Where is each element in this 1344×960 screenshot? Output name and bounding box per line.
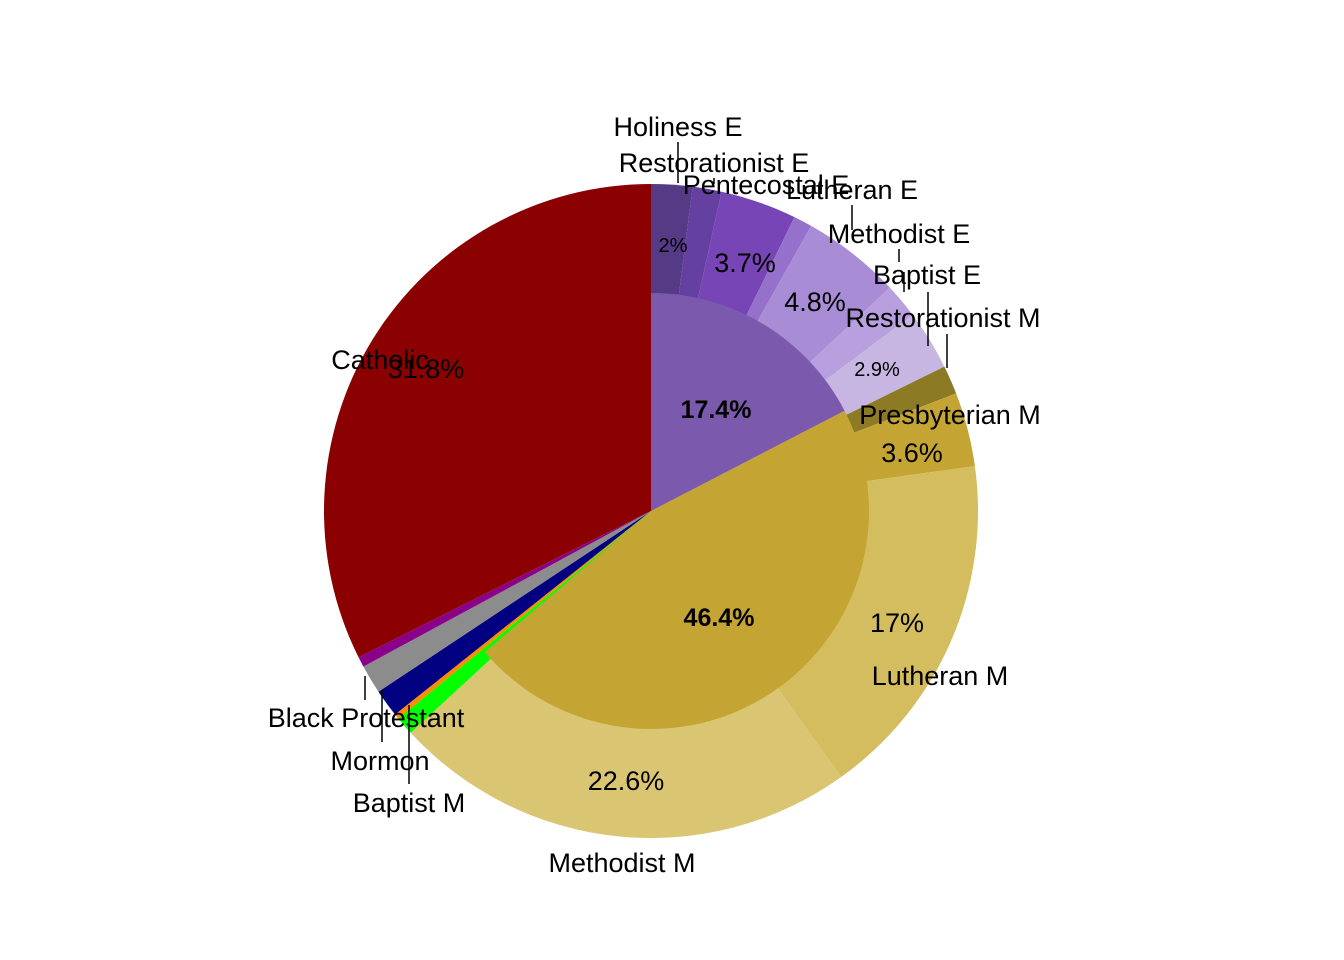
label-lutheran-m: Lutheran M <box>872 661 1009 691</box>
label-presbyterian-m: Presbyterian M <box>859 400 1041 430</box>
outer-slice-black-protestant <box>363 511 651 692</box>
label-baptist-e: Baptist E <box>873 260 981 290</box>
label-lutheran-e: Lutheran E <box>786 175 918 205</box>
labels: Holiness E Restorationist E Pentecostal … <box>268 112 1041 878</box>
pct-mainline: 46.4% <box>684 604 755 632</box>
label-mormon: Mormon <box>330 746 429 776</box>
label-black-protestant: Black Protestant <box>268 703 465 733</box>
label-baptist-m: Baptist M <box>353 788 466 818</box>
inner-slice-evangelical <box>651 293 845 511</box>
pct-restorationist-m: 2.9% <box>854 359 900 381</box>
inner-ring <box>484 293 870 730</box>
outer-slice-baptist-m-2 <box>395 511 651 719</box>
label-catholic: Catholic <box>331 345 429 375</box>
label-methodist-e: Methodist E <box>828 219 971 249</box>
label-holiness-e: Holiness E <box>613 112 742 142</box>
outer-slice-black-protestant-2 <box>358 511 651 667</box>
pct-presbyterian-m: 3.6% <box>881 438 943 468</box>
pct-methodist-e: 4.8% <box>784 287 846 317</box>
pct-holiness-e: 2% <box>659 235 688 257</box>
outer-slice-catholic <box>323 184 651 658</box>
pct-lutheran-m: 17% <box>870 608 924 638</box>
label-leaders <box>364 142 948 784</box>
pct-evangelical: 17.4% <box>681 396 752 424</box>
pct-methodist-m: 22.6% <box>588 766 665 796</box>
pct-catholic: 31.8% <box>388 354 465 384</box>
outer-slice-mormon <box>378 511 651 715</box>
label-pentecostal-e: Pentecostal E <box>683 170 850 200</box>
pct-pentecostal-e: 3.7% <box>714 248 776 278</box>
label-methodist-m: Methodist M <box>548 848 695 878</box>
label-restorationist-m: Restorationist M <box>845 303 1040 333</box>
inner-slice-mainline <box>484 410 870 730</box>
label-restorationist-e: Restorationist E <box>619 148 810 178</box>
